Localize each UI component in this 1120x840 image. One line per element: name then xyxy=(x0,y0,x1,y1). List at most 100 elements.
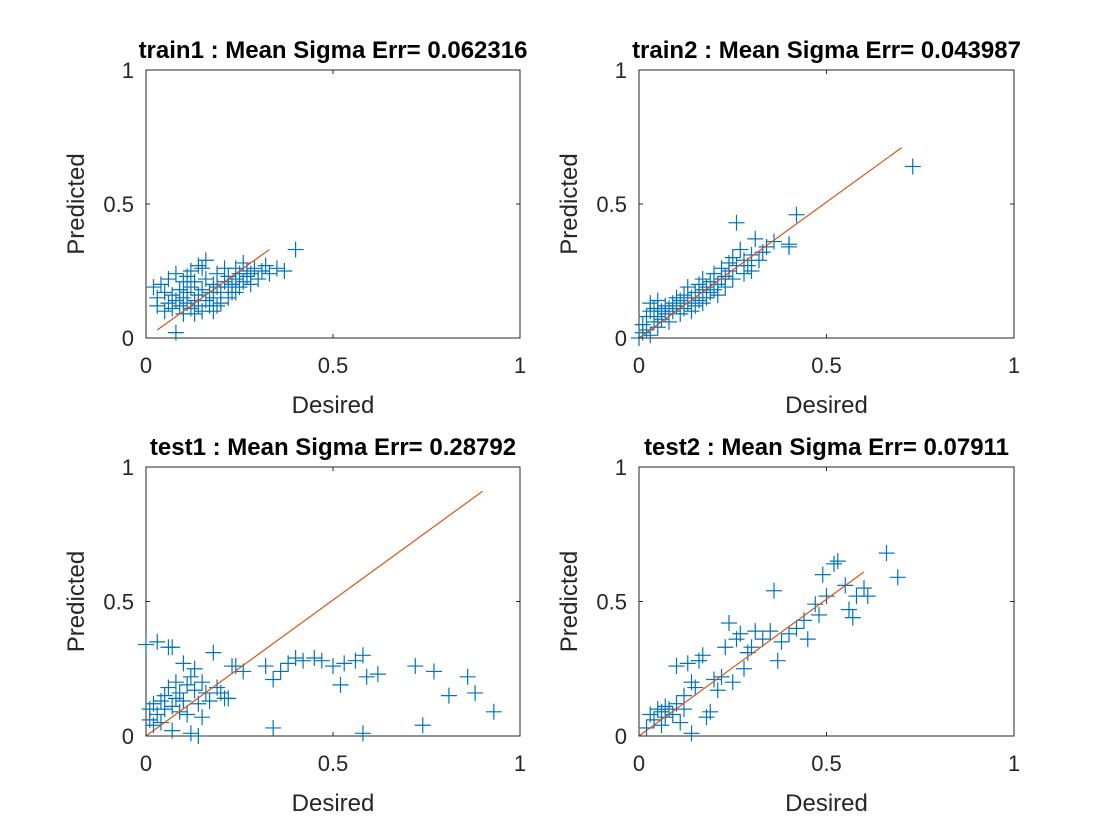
data-point xyxy=(194,281,211,298)
data-point xyxy=(743,263,760,279)
data-point xyxy=(799,631,816,648)
data-point xyxy=(175,655,192,672)
subplot-train2: 0 0.5 1 0 0.5 1 train2 : Mean Sigma Err= 0.04… xyxy=(556,37,1021,419)
data-point xyxy=(186,660,203,677)
data-point xyxy=(829,553,846,570)
data-point xyxy=(826,555,842,572)
x-tick-label: 0 xyxy=(633,353,645,378)
y-tick-label: 0 xyxy=(615,724,627,749)
x-tick-label: 0 xyxy=(140,353,152,378)
data-point xyxy=(276,263,293,279)
data-point xyxy=(164,300,181,317)
data-point xyxy=(859,588,876,605)
plot-title: test2 : Mean Sigma Err= 0.07911 xyxy=(644,434,1009,461)
data-point xyxy=(649,300,666,317)
data-point xyxy=(156,303,173,320)
y-tick-label: 0.5 xyxy=(596,192,627,217)
data-point xyxy=(766,233,782,250)
data-point xyxy=(287,241,304,258)
data-point xyxy=(250,271,267,288)
data-point xyxy=(713,668,730,685)
data-point xyxy=(706,671,722,688)
data-point xyxy=(246,260,263,277)
data-point xyxy=(811,606,827,623)
data-point xyxy=(747,623,764,640)
data-point xyxy=(156,284,173,301)
plot-title: test1 : Mean Sigma Err= 0.28792 xyxy=(150,434,516,461)
data-point xyxy=(257,257,274,274)
y-tick-label: 0 xyxy=(615,326,627,351)
data-point xyxy=(164,639,181,656)
data-point xyxy=(889,569,906,586)
data-point xyxy=(201,693,218,710)
data-point xyxy=(904,158,921,175)
data-point xyxy=(171,684,188,701)
ticks: 0 0.5 1 0 0.5 1 xyxy=(596,455,1020,776)
data-point xyxy=(724,674,741,691)
data-point xyxy=(205,644,222,661)
data-point xyxy=(197,252,214,269)
data-point xyxy=(724,249,741,266)
data-point xyxy=(844,609,861,626)
data-point xyxy=(295,652,312,669)
data-point xyxy=(687,679,704,696)
x-tick-label: 1 xyxy=(1008,353,1020,378)
data-point xyxy=(145,279,162,296)
data-point xyxy=(773,633,790,650)
data-point xyxy=(171,281,188,298)
data-point xyxy=(459,668,476,685)
data-point xyxy=(167,324,184,341)
data-point xyxy=(683,725,700,742)
data-point xyxy=(287,649,304,666)
data-point xyxy=(306,649,323,666)
data-point xyxy=(145,695,162,712)
y-tick-label: 0.5 xyxy=(596,590,627,615)
data-point xyxy=(709,682,726,699)
data-point xyxy=(736,265,752,282)
data-point xyxy=(358,668,375,685)
data-point xyxy=(182,668,199,685)
data-point xyxy=(679,655,696,672)
data-point xyxy=(732,241,749,258)
data-point xyxy=(179,268,196,285)
data-point xyxy=(766,582,782,599)
data-point xyxy=(814,566,831,583)
data-point xyxy=(167,265,184,282)
subplot-train1: 0 0.5 1 0 0.5 1 train1 : Mean Sigma Err= 0.06… xyxy=(63,37,527,419)
data-point xyxy=(175,693,192,710)
data-point xyxy=(694,295,711,312)
x-tick-label: 1 xyxy=(1008,751,1020,776)
data-point xyxy=(781,236,797,253)
data-point xyxy=(272,663,289,680)
data-point xyxy=(751,252,767,269)
data-point xyxy=(265,671,282,688)
data-point xyxy=(194,260,211,277)
data-point xyxy=(332,676,349,693)
data-point xyxy=(743,639,760,656)
fit-line xyxy=(638,147,902,339)
data-point xyxy=(182,725,199,742)
data-point xyxy=(676,287,692,304)
y-tick-label: 0.5 xyxy=(103,590,134,615)
data-point xyxy=(467,684,484,701)
data-point xyxy=(325,658,341,675)
y-axis-label: Predicted xyxy=(63,153,90,254)
y-tick-label: 0.5 xyxy=(103,192,134,217)
data-point xyxy=(354,725,371,742)
plot-title: train2 : Mean Sigma Err= 0.043987 xyxy=(632,37,1021,64)
x-tick-label: 0.5 xyxy=(318,353,349,378)
data-point xyxy=(485,703,502,720)
data-point xyxy=(668,658,685,675)
data-point xyxy=(702,703,719,720)
data-point xyxy=(152,714,169,731)
y-tick-label: 1 xyxy=(615,455,627,480)
data-point xyxy=(194,674,211,691)
data-point xyxy=(149,633,166,650)
ticks: 0 0.5 1 0 0.5 1 xyxy=(596,58,1020,378)
plot-title: train1 : Mean Sigma Err= 0.062316 xyxy=(139,37,528,64)
data-point xyxy=(414,717,431,734)
y-axis-label: Predicted xyxy=(556,153,583,254)
scatter-points xyxy=(638,545,906,742)
data-point xyxy=(754,631,771,648)
